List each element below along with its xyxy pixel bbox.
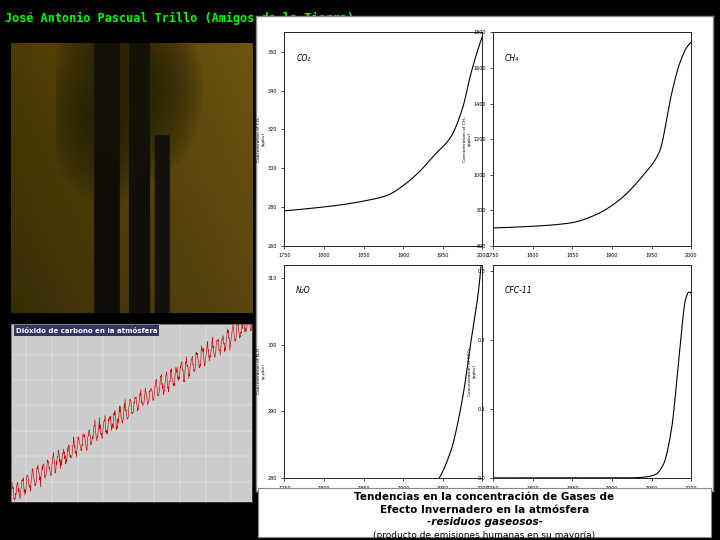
Text: -residuos gaseosos-: -residuos gaseosos- <box>427 517 542 528</box>
Y-axis label: Concentration of CO₂
(ppbv): Concentration of CO₂ (ppbv) <box>257 116 266 162</box>
Text: José Antonio Pascual Trillo (Amigos de la Tierra): José Antonio Pascual Trillo (Amigos de l… <box>5 12 354 25</box>
Text: CFC-11: CFC-11 <box>505 286 533 295</box>
Y-axis label: Concentration of CH₄
(ppbv): Concentration of CH₄ (ppbv) <box>463 116 472 162</box>
Y-axis label: Concentration of CFCs
(ppbv): Concentration of CFCs (ppbv) <box>468 347 477 395</box>
Y-axis label: Concentration of N₂O
(p-pbv): Concentration of N₂O (p-pbv) <box>257 348 266 394</box>
Text: CH₄: CH₄ <box>505 53 519 63</box>
Text: N₂O: N₂O <box>297 286 311 295</box>
Text: Tendencias en la concentración de Gases de: Tendencias en la concentración de Gases … <box>354 491 615 502</box>
Text: CO₂: CO₂ <box>297 53 310 63</box>
Text: Dióxido de carbono en la atmósfera: Dióxido de carbono en la atmósfera <box>16 328 157 334</box>
Text: Efecto Invernadero en la atmósfera: Efecto Invernadero en la atmósfera <box>380 505 589 515</box>
Text: (producto de emisiones humanas en su mayoría): (producto de emisiones humanas en su may… <box>374 531 595 540</box>
